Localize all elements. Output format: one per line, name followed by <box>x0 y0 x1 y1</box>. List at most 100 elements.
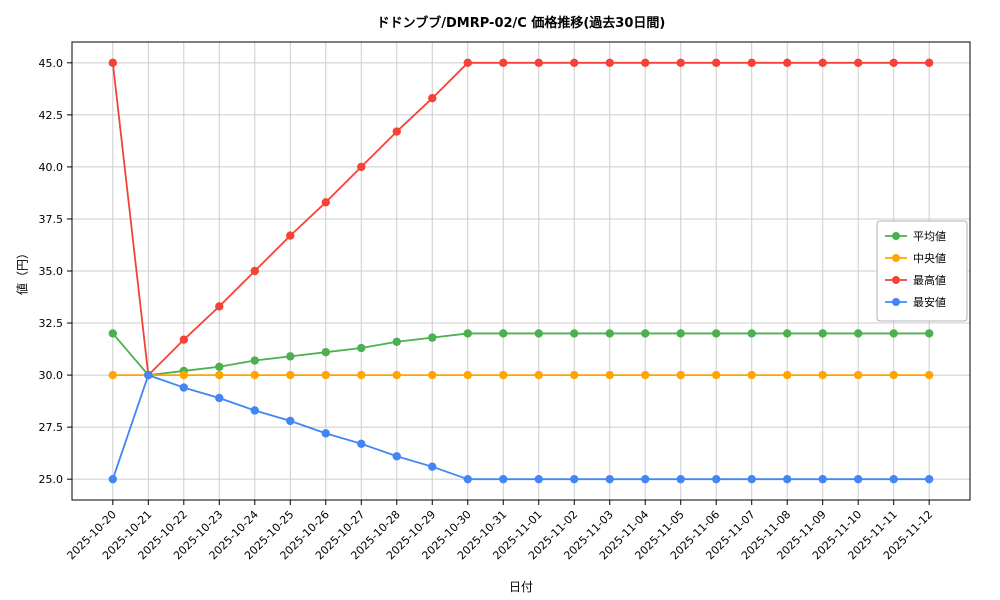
data-point <box>250 266 259 276</box>
data-point <box>286 370 295 380</box>
data-point <box>924 474 934 484</box>
data-point <box>818 474 827 484</box>
data-point <box>321 429 330 438</box>
data-point <box>179 335 189 344</box>
data-point <box>676 370 685 380</box>
legend-box <box>876 220 968 322</box>
data-point <box>428 94 437 103</box>
data-point <box>215 393 224 403</box>
data-point <box>889 474 898 484</box>
data-point <box>676 474 685 484</box>
data-point <box>357 343 366 353</box>
series-line-0 <box>112 332 930 376</box>
data-point <box>286 352 295 361</box>
data-point <box>641 370 650 380</box>
data-point <box>215 362 224 371</box>
data-point <box>179 383 189 392</box>
data-point <box>641 58 650 68</box>
chart-title: ドドンブブ/DMRP-02/C 価格推移(過去30日間) <box>376 16 666 31</box>
data-point <box>712 329 721 338</box>
data-point <box>853 329 863 338</box>
data-point <box>499 474 508 484</box>
data-point <box>463 58 472 68</box>
data-point <box>676 58 685 68</box>
legend-label: 中央値 <box>913 252 946 265</box>
data-point <box>428 462 437 471</box>
series-line-3 <box>111 374 930 481</box>
data-point <box>179 370 189 380</box>
data-point <box>818 370 827 380</box>
data-point <box>924 370 934 380</box>
legend-marker <box>892 254 900 262</box>
x-axis-label: 日付 <box>508 580 533 594</box>
data-point <box>534 58 543 68</box>
y-tick-label: 40.0 <box>39 161 64 174</box>
data-point <box>357 439 366 448</box>
legend-marker <box>892 232 900 240</box>
data-point <box>215 370 224 380</box>
y-tick-label: 27.5 <box>39 421 64 434</box>
data-point <box>853 474 863 484</box>
legend-label: 最高値 <box>913 273 946 287</box>
data-point <box>286 231 295 240</box>
data-point <box>747 370 756 380</box>
data-point <box>712 58 721 68</box>
y-tick-label: 37.5 <box>39 213 64 226</box>
data-point <box>499 329 508 338</box>
data-point <box>889 58 898 68</box>
data-point <box>924 58 934 68</box>
data-point <box>570 474 579 484</box>
data-point <box>463 329 472 338</box>
data-point <box>712 370 721 380</box>
y-tick-label: 45.0 <box>39 57 64 70</box>
data-point <box>250 370 259 380</box>
data-point <box>108 58 118 68</box>
data-point <box>783 58 792 68</box>
data-point <box>463 370 472 380</box>
data-point <box>392 127 401 136</box>
data-point <box>321 370 330 380</box>
data-point <box>428 333 437 342</box>
legend-marker <box>892 298 900 306</box>
data-point <box>392 452 401 461</box>
data-point <box>321 198 330 207</box>
data-point <box>570 329 579 338</box>
data-point <box>108 370 118 380</box>
data-point <box>286 416 295 426</box>
data-point <box>605 370 614 380</box>
data-point <box>747 58 756 68</box>
y-tick-label: 42.5 <box>39 109 64 122</box>
data-point <box>570 58 579 68</box>
data-point <box>747 474 756 484</box>
data-point <box>605 329 614 338</box>
data-point <box>889 370 898 380</box>
data-point <box>250 356 259 365</box>
data-point <box>570 370 579 380</box>
data-point <box>676 329 685 338</box>
data-point <box>783 474 792 484</box>
data-point <box>605 58 614 68</box>
data-point <box>747 329 756 338</box>
data-point <box>357 162 366 172</box>
data-point <box>534 329 543 338</box>
y-tick-label: 32.5 <box>39 317 64 330</box>
y-tick-label: 35.0 <box>39 265 64 278</box>
data-point <box>215 302 224 311</box>
data-point <box>499 58 508 68</box>
data-point <box>357 370 366 380</box>
legend-label: 平均値 <box>913 230 946 243</box>
data-point <box>853 370 863 380</box>
data-point <box>783 329 792 338</box>
data-point <box>818 329 827 338</box>
data-point <box>605 474 614 484</box>
data-point <box>889 329 898 338</box>
plot-frame <box>71 41 971 501</box>
data-point <box>108 474 118 484</box>
data-point <box>463 474 472 484</box>
data-point <box>641 329 650 338</box>
data-point <box>534 370 543 380</box>
data-point <box>499 370 508 380</box>
